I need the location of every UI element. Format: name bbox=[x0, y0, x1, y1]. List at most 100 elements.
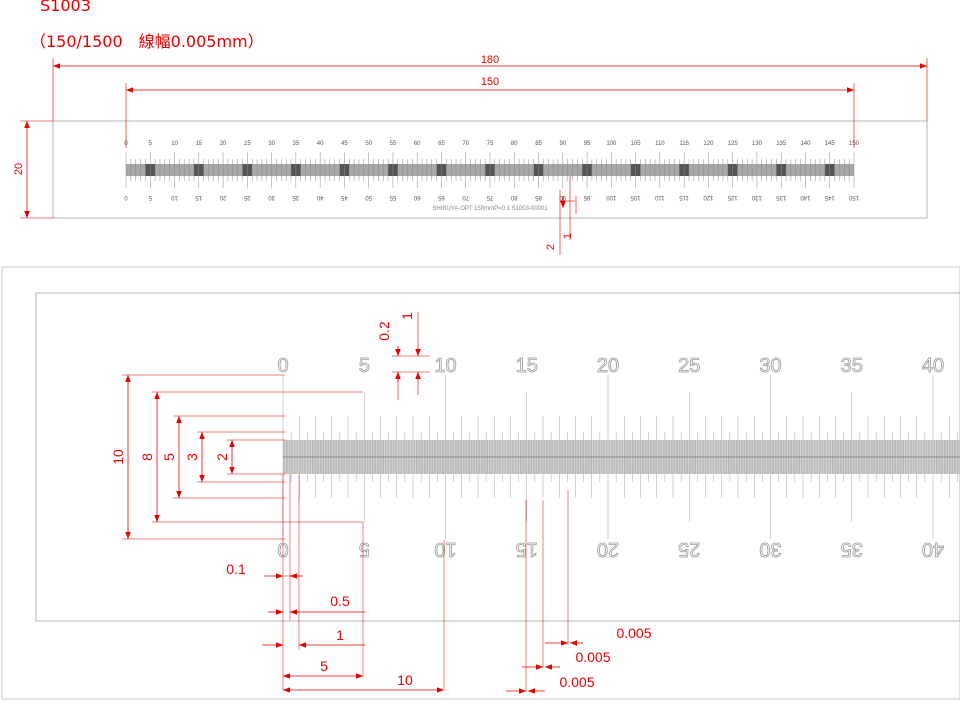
overview-scale-label-inverted: 150 bbox=[848, 194, 859, 200]
tick-height-8: 8 bbox=[139, 453, 155, 461]
overview-scale-label-inverted: 130 bbox=[751, 194, 762, 200]
overview-scale-label-inverted: 40 bbox=[316, 194, 323, 200]
overview-scale-label: 30 bbox=[268, 141, 275, 147]
detail-scale-label-inverted: 10 bbox=[434, 538, 456, 560]
part-number: S1003 bbox=[40, 0, 91, 15]
overview-scale-label: 40 bbox=[317, 141, 324, 147]
overview-scale-label-inverted: 55 bbox=[389, 194, 396, 200]
overview-scale-label: 10 bbox=[171, 141, 178, 147]
detail-frame bbox=[1, 266, 960, 700]
dim-overall-length: 180 bbox=[481, 54, 499, 66]
overview-scale-label: 35 bbox=[293, 141, 300, 147]
overview-scale-label-inverted: 5 bbox=[148, 194, 152, 200]
overview-scale-label-inverted: 10 bbox=[171, 194, 178, 200]
dim-offset-2: 2 bbox=[545, 244, 557, 250]
detail-scale-label: 0 bbox=[277, 355, 288, 377]
spacing-0-5: 0.5 bbox=[330, 593, 350, 609]
detail-scale-label-inverted: 40 bbox=[922, 538, 944, 560]
overview-scale-label-inverted: 85 bbox=[535, 194, 542, 200]
overview-scale-label-inverted: 110 bbox=[654, 194, 664, 200]
overview-scale-label-inverted: 125 bbox=[727, 194, 738, 200]
overview-scale-label-inverted: 145 bbox=[824, 194, 835, 200]
overview-scale-label: 105 bbox=[631, 141, 642, 147]
detail-scale-label-inverted: 15 bbox=[516, 538, 538, 560]
overview-scale-label: 100 bbox=[606, 141, 617, 147]
overview-scale-label-inverted: 15 bbox=[195, 194, 202, 200]
overview-scale-label-inverted: 120 bbox=[703, 194, 714, 200]
spacing-dimensions bbox=[262, 474, 445, 693]
detail-scale-label-inverted: 30 bbox=[759, 538, 781, 560]
tick-height-3: 3 bbox=[184, 453, 200, 461]
overview-scale-label-inverted: 70 bbox=[462, 194, 469, 200]
dim-text-1: 1 bbox=[399, 312, 415, 320]
dim-scale-length: 150 bbox=[481, 76, 499, 88]
overview-scale-label-inverted: 60 bbox=[413, 194, 420, 200]
overview-scale-label: 75 bbox=[487, 141, 494, 147]
detail-scale-label: 5 bbox=[359, 355, 370, 377]
detail-labels-top: 0 5 10 15 20 25 30 35 40 bbox=[277, 355, 944, 378]
spacing-5: 5 bbox=[320, 658, 328, 674]
overview-scale-label-inverted: 105 bbox=[630, 194, 641, 200]
overview-scale-label: 125 bbox=[728, 141, 739, 147]
dim-height: 20 bbox=[13, 163, 25, 175]
overview-scale-label-inverted: 25 bbox=[243, 194, 250, 200]
overview-scale-label: 50 bbox=[365, 141, 372, 147]
line-width-c: 0.005 bbox=[559, 674, 594, 690]
dim-text-0-2: 0.2 bbox=[376, 321, 392, 341]
overview-scale-label: 110 bbox=[655, 141, 665, 147]
overview-scale-label: 0 bbox=[124, 141, 128, 147]
overview-scale-label: 5 bbox=[149, 141, 153, 147]
detail-scale-label: 40 bbox=[922, 355, 944, 377]
tick-height-10: 10 bbox=[110, 449, 126, 465]
overview-scale-label-inverted: 135 bbox=[776, 194, 787, 200]
overview-scale-label: 45 bbox=[341, 141, 348, 147]
line-width-dimensions bbox=[506, 490, 583, 694]
overview-scale-label: 85 bbox=[535, 141, 542, 147]
overview-scale-label: 115 bbox=[679, 141, 689, 147]
scale-marking-text: SHIBUYA-OPT 150mmP=0.1 S1003-00001 bbox=[432, 206, 548, 212]
overview-scale-label: 65 bbox=[438, 141, 445, 147]
overview-scale-label: 150 bbox=[849, 141, 860, 147]
overview-scale-label-inverted: 140 bbox=[800, 194, 811, 200]
dim-offset-1: 1 bbox=[562, 233, 574, 239]
overview-scale-label: 130 bbox=[752, 141, 763, 147]
detail-scale-label: 20 bbox=[597, 355, 619, 377]
overview-scale-label-inverted: 30 bbox=[268, 194, 275, 200]
overview-scale-label: 60 bbox=[414, 141, 421, 147]
overview-scale-label-inverted: 0 bbox=[124, 194, 128, 200]
overview-scale-label: 55 bbox=[390, 141, 397, 147]
overview-scale-label: 95 bbox=[584, 141, 591, 147]
detail-scale-label-inverted: 25 bbox=[678, 538, 700, 560]
glass-substrate-outline bbox=[52, 120, 928, 219]
overview-scale-label-inverted: 75 bbox=[486, 194, 493, 200]
overview-scale-label-inverted: 35 bbox=[292, 194, 299, 200]
detail-scale-label: 35 bbox=[841, 355, 863, 377]
detail-scale-label-inverted: 5 bbox=[359, 538, 370, 560]
overview-scale-label-inverted: 65 bbox=[437, 194, 444, 200]
overview-scale-label-inverted: 115 bbox=[679, 194, 689, 200]
spacing-0-1: 0.1 bbox=[226, 561, 246, 577]
overview-scale-label-inverted: 100 bbox=[606, 194, 617, 200]
overview-scale-label: 80 bbox=[511, 141, 518, 147]
overview-scale-label: 145 bbox=[825, 141, 836, 147]
detail-scale-label-inverted: 35 bbox=[841, 538, 863, 560]
overview-scale-label: 140 bbox=[800, 141, 811, 147]
overview-scale-label-inverted: 45 bbox=[340, 194, 347, 200]
line-width-a: 0.005 bbox=[616, 625, 651, 641]
tick-height-2: 2 bbox=[214, 453, 230, 461]
detail-ticks bbox=[282, 375, 960, 539]
overview-scale-label: 120 bbox=[703, 141, 714, 147]
overview-scale-label: 70 bbox=[462, 141, 469, 147]
line-width-b: 0.005 bbox=[575, 649, 610, 665]
overview-scale-label: 90 bbox=[559, 141, 566, 147]
overview-scale-label: 25 bbox=[244, 141, 251, 147]
spacing-1: 1 bbox=[336, 627, 344, 643]
overview-scale-label-inverted: 50 bbox=[365, 194, 372, 200]
overview-ticks bbox=[125, 152, 855, 188]
detail-scale-label: 15 bbox=[516, 355, 538, 377]
scale-spec: （150/1500 線幅0.005mm） bbox=[30, 32, 264, 51]
detail-labels-bottom: 0 5 10 15 20 25 30 35 40 bbox=[277, 538, 944, 561]
overview-scale-label-inverted: 95 bbox=[583, 194, 590, 200]
spacing-10: 10 bbox=[397, 672, 413, 688]
